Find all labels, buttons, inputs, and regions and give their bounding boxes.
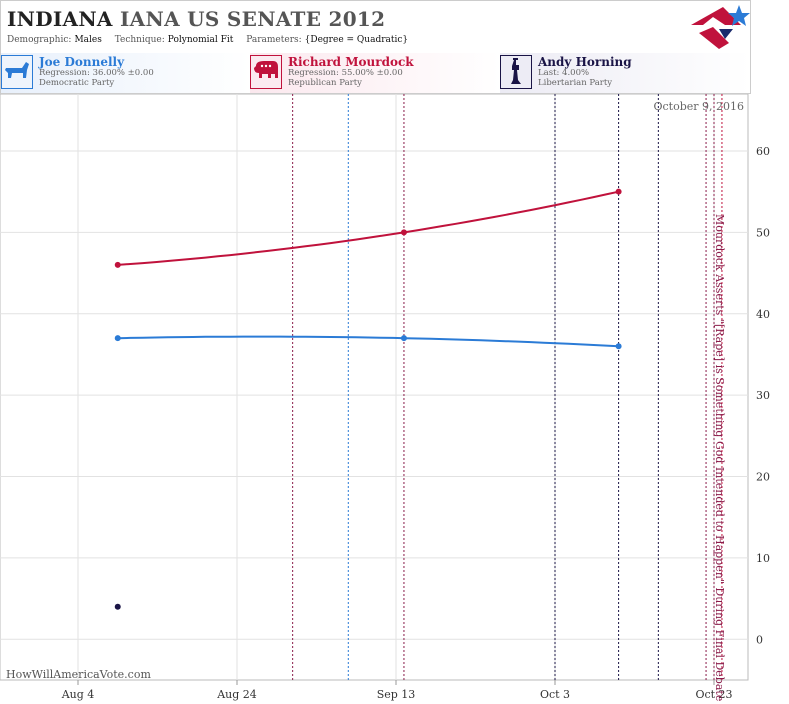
liberty-statue-icon: [500, 55, 532, 89]
elephant-icon: [250, 55, 282, 89]
site-logo-icon: [691, 5, 750, 49]
y-tick-label: 10: [756, 552, 770, 565]
x-tick-label: Oct 23: [695, 688, 732, 701]
x-tick-label: Aug 4: [61, 688, 95, 701]
candidate-name: Joe Donnelly: [39, 55, 125, 69]
candidate-stat: Regression: 55.00% ±0.00: [288, 68, 403, 78]
chart-parameters: Demographic: Males Technique: Polynomial F…: [7, 35, 418, 45]
candidate-card-horning: Andy Horning Last: 4.00% Libertarian Par…: [500, 53, 750, 93]
series-line: [117, 190, 619, 266]
candidate-stat: Last: 4.00%: [538, 68, 590, 78]
plot-frame: [0, 94, 749, 681]
donkey-icon: [1, 55, 33, 89]
y-tick-label: 30: [756, 389, 770, 402]
parameters-value: {Degree = Quadratic}: [304, 35, 409, 45]
candidate-name: Richard Mourdock: [288, 55, 414, 69]
site-watermark: HowWillAmericaVote.com: [6, 668, 151, 681]
chart-title: INDIANA IANA US SENATE 2012: [7, 7, 385, 31]
data-point: [114, 335, 121, 342]
title-race: IANA US SENATE 2012: [120, 7, 386, 31]
y-tick-label: 60: [756, 145, 770, 158]
event-annotation: Mourdock Asserts "[Rape] is Something Go…: [713, 214, 726, 701]
technique-label: Technique:: [114, 35, 165, 45]
y-tick-label: 40: [756, 308, 770, 321]
data-point: [615, 188, 622, 195]
date-stamp: October 9, 2016: [653, 100, 744, 113]
candidate-party: Libertarian Party: [538, 78, 613, 88]
candidate-legend: Joe Donnelly Regression: 36.00% ±0.00 De…: [0, 53, 751, 94]
x-tick-label: Oct 3: [540, 688, 570, 701]
parameters-label: Parameters:: [246, 35, 302, 45]
y-tick-label: 20: [756, 471, 770, 484]
candidate-name: Andy Horning: [538, 55, 632, 69]
candidate-card-mourdock: Richard Mourdock Regression: 55.00% ±0.0…: [250, 53, 500, 93]
title-state: INDIANA: [7, 7, 113, 31]
y-tick-label: 50: [756, 226, 770, 239]
demographic-label: Demographic:: [7, 35, 72, 45]
x-tick-label: Aug 24: [216, 688, 257, 701]
x-tick-label: Sep 13: [377, 688, 416, 701]
data-point: [114, 603, 121, 610]
candidate-card-donnelly: Joe Donnelly Regression: 36.00% ±0.00 De…: [1, 53, 250, 93]
y-tick-label: 0: [756, 633, 763, 646]
candidate-stat: Regression: 36.00% ±0.00: [39, 68, 154, 78]
series-line: [117, 335, 619, 348]
chart-header: INDIANA IANA US SENATE 2012 Demographic:…: [0, 0, 751, 53]
poll-chart: 0 10 20 30 40 50 60 Aug 4 Aug 24 Sep 13 Oct 3 Oct 2…: [0, 94, 770, 701]
technique-value: Polynomial Fit: [167, 35, 234, 45]
candidate-party: Democratic Party: [39, 78, 115, 88]
candidate-party: Republican Party: [288, 78, 362, 88]
demographic-value: Males: [74, 35, 102, 45]
data-point: [400, 229, 407, 236]
data-point: [400, 335, 407, 342]
data-point: [114, 261, 121, 268]
data-point: [615, 343, 622, 350]
